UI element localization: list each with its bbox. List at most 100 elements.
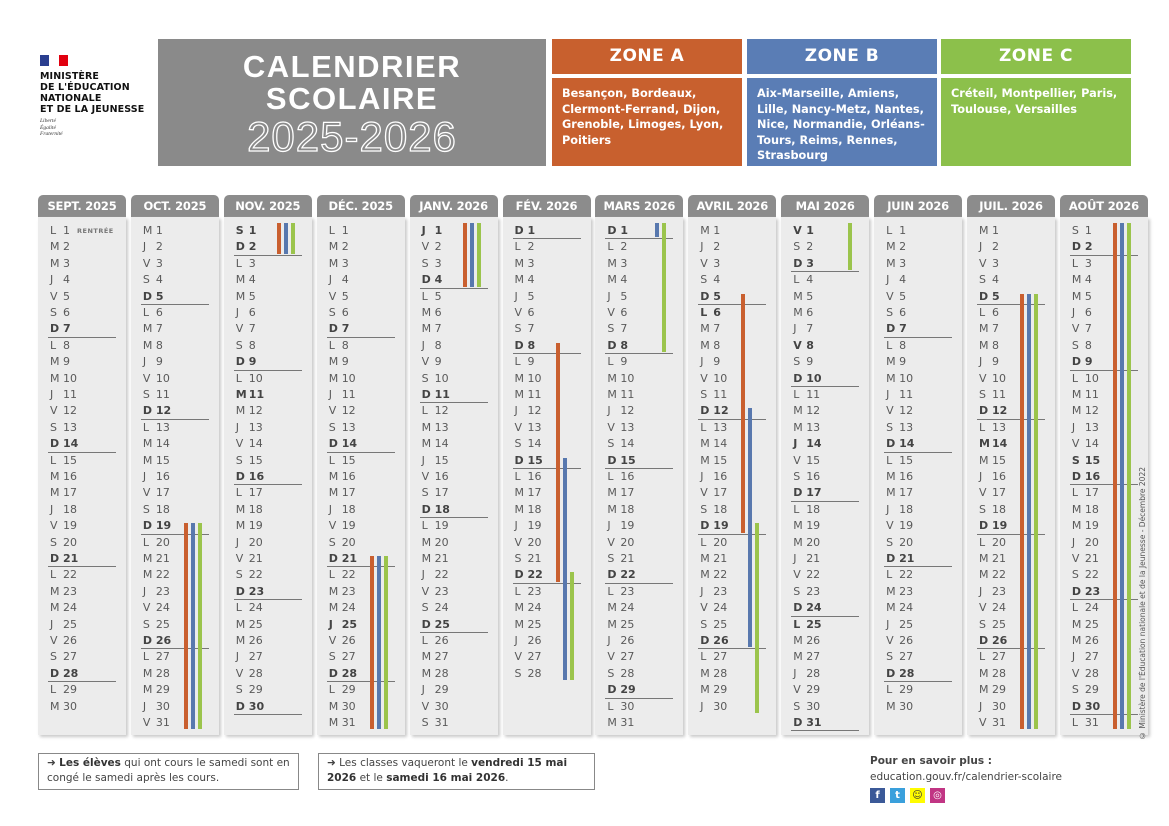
day-number: 17 <box>341 486 356 500</box>
day-number: 8 <box>620 338 629 352</box>
weekday-letter: J <box>328 502 332 516</box>
weekday-letter: L <box>328 453 335 467</box>
weekday-letter: L <box>514 584 521 598</box>
day-number: 5 <box>806 289 814 303</box>
weekday-letter: S <box>235 453 243 467</box>
day-row: M 16 <box>884 469 952 485</box>
day-number: 16 <box>620 470 635 483</box>
weekday-letter: V <box>235 666 244 680</box>
weekday-letter: M <box>50 240 60 254</box>
weekday-letter: V <box>50 289 58 303</box>
day-row: M 26 <box>234 633 302 649</box>
weekday-letter: V <box>328 404 337 418</box>
month-header: DÉC. 2025 <box>316 195 405 217</box>
day-number: 1 <box>155 224 163 237</box>
day-number: 14 <box>527 437 542 451</box>
day-row: V 29 <box>791 682 859 698</box>
day-row: V 12 <box>884 403 952 419</box>
day-row: M 18 <box>605 502 673 518</box>
day-number: 8 <box>63 338 70 352</box>
day-row: D 19 <box>977 518 1045 535</box>
weekday-letter: D <box>886 552 896 565</box>
zone-b: ZONE B Aix-Marseille, Amiens, Lille, Nanc… <box>747 39 937 166</box>
holiday-bar-zone-b <box>748 408 753 648</box>
day-row: M 20 <box>791 535 859 551</box>
weekday-letter: D <box>421 273 431 287</box>
day-row: M 28 <box>141 666 209 682</box>
weekday-letter: D <box>979 289 989 303</box>
day-number: 25 <box>620 617 635 631</box>
weekday-letter: D <box>514 453 524 467</box>
day-number: 6 <box>620 306 628 319</box>
day-number: 1 <box>899 224 907 237</box>
holiday-bar-zone-a <box>1020 293 1024 730</box>
day-number: 21 <box>341 552 357 565</box>
day-number: 7 <box>248 322 256 336</box>
arrow-right-icon: ➜ <box>47 757 60 769</box>
day-number: 2 <box>1084 240 1093 254</box>
month-header: JUIN 2026 <box>874 195 963 217</box>
day-number: 19 <box>341 519 356 533</box>
day-row: M 14 <box>698 436 766 452</box>
weekday-letter: L <box>328 224 335 237</box>
day-row: L 27 <box>698 649 766 665</box>
day-row: V 10 <box>977 371 1045 387</box>
day-row: L 17 <box>234 485 302 501</box>
weekday-letter: S <box>328 535 336 549</box>
day-number: 10 <box>620 371 635 385</box>
day-number: 18 <box>806 502 821 516</box>
day-row: J 16 <box>977 469 1045 485</box>
weekday-letter: M <box>979 666 989 680</box>
weekday-letter: J <box>700 470 704 483</box>
day-number: 10 <box>992 371 1006 385</box>
weekday-letter: L <box>886 338 893 352</box>
day-number: 25 <box>434 617 450 631</box>
day-row: M 27 <box>791 649 859 665</box>
day-row: S 28 <box>605 666 673 682</box>
day-number: 4 <box>806 273 814 287</box>
weekday-letter: D <box>421 502 431 516</box>
weekday-letter: M <box>142 552 153 565</box>
day-row: V 26 <box>48 633 116 649</box>
weekday-letter: M <box>1071 519 1082 533</box>
day-number: 7 <box>806 322 814 336</box>
day-number: 18 <box>992 502 1006 516</box>
day-number: 26 <box>63 634 77 647</box>
day-row: J 15 <box>420 453 488 469</box>
day-number: 4 <box>63 273 70 287</box>
day-number: 21 <box>899 552 915 565</box>
day-row: D 21 <box>48 551 116 568</box>
day-number: 23 <box>63 584 77 598</box>
weekday-letter: S <box>793 355 801 369</box>
day-row: M 22 <box>698 567 766 583</box>
snapchat-icon[interactable]: ☺ <box>910 788 925 803</box>
day-number: 29 <box>899 683 914 697</box>
day-number: 11 <box>341 388 356 401</box>
weekday-letter: M <box>607 617 617 631</box>
month-column: SEPT. 2025 L 1 RENTRÉE M 2 M 3 J 4 V 5 S 6 D 7 L 8 M 9 M 10 J 1… <box>38 195 126 735</box>
day-row: V 19 <box>48 518 116 534</box>
more-info-link[interactable]: education.gouv.fr/calendrier-scolaire <box>870 771 1062 783</box>
day-row: D 15 <box>512 453 581 469</box>
day-row: S 13 <box>327 420 395 436</box>
day-number: 24 <box>434 601 449 615</box>
day-row: J 21 <box>791 551 859 567</box>
day-number: 24 <box>806 601 822 615</box>
weekday-letter: S <box>235 568 243 582</box>
instagram-icon[interactable]: ◎ <box>930 788 945 803</box>
day-row: V 19 <box>327 518 395 534</box>
facebook-icon[interactable]: f <box>870 788 885 803</box>
twitter-icon[interactable]: t <box>890 788 905 803</box>
